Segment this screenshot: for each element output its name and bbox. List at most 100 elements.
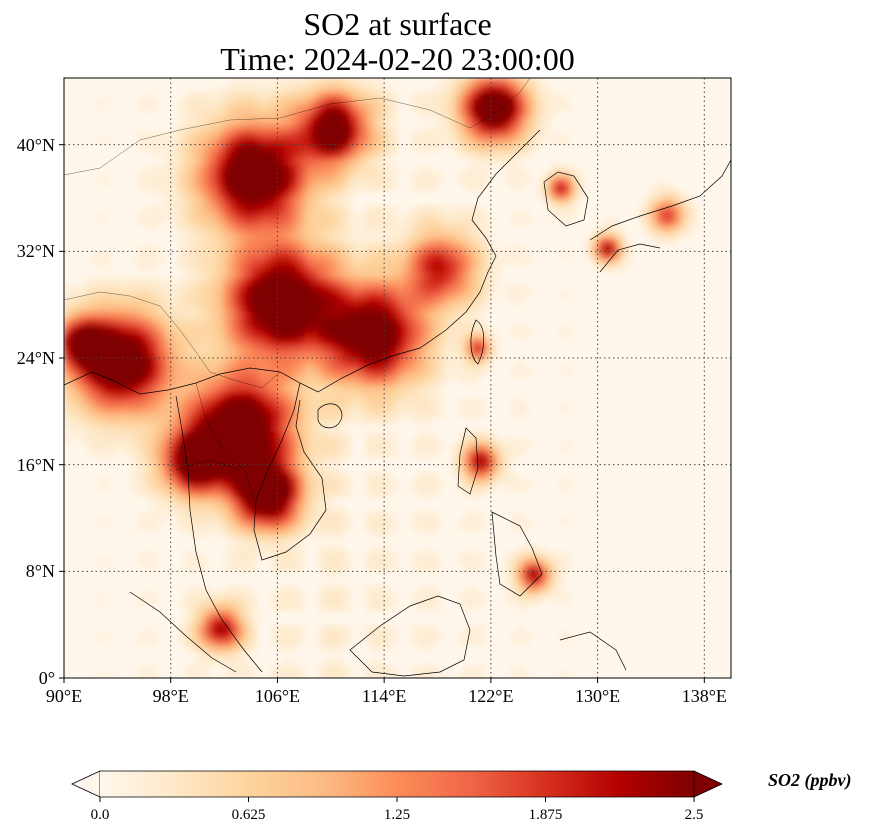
so2-cell bbox=[357, 391, 365, 399]
so2-cell bbox=[164, 331, 172, 339]
so2-cell bbox=[497, 478, 505, 486]
so2-cell bbox=[224, 178, 232, 186]
so2-cell bbox=[410, 444, 419, 452]
so2-cell bbox=[644, 191, 652, 199]
so2-cell bbox=[157, 171, 165, 179]
so2-cell bbox=[304, 338, 312, 346]
so2-cell bbox=[364, 564, 372, 572]
so2-cell bbox=[651, 204, 659, 212]
so2-cell bbox=[197, 504, 205, 512]
so2-cell bbox=[257, 291, 265, 299]
so2-cell bbox=[464, 331, 472, 339]
so2-cell bbox=[190, 418, 198, 426]
title-line-2: Time: 2024-02-20 23:00:00 bbox=[220, 41, 575, 77]
so2-cell bbox=[390, 418, 399, 426]
so2-cell bbox=[104, 251, 112, 259]
so2-cell bbox=[417, 391, 425, 399]
so2-cell bbox=[150, 98, 158, 106]
so2-cell bbox=[230, 304, 239, 312]
so2-cell bbox=[184, 424, 192, 432]
so2-cell bbox=[204, 611, 212, 619]
so2-cell bbox=[237, 351, 245, 359]
so2-cell bbox=[544, 558, 552, 566]
lat-tick-label: 32°N bbox=[16, 241, 55, 262]
so2-cell bbox=[264, 278, 272, 286]
so2-cell bbox=[304, 244, 312, 252]
so2-cell bbox=[410, 451, 419, 459]
so2-cell bbox=[217, 291, 225, 299]
so2-cell bbox=[357, 324, 365, 332]
so2-cell bbox=[377, 624, 385, 632]
so2-cell bbox=[244, 291, 252, 299]
so2-cell bbox=[204, 624, 212, 632]
so2-cell bbox=[477, 638, 485, 646]
so2-cell bbox=[270, 84, 279, 92]
so2-cell bbox=[197, 371, 205, 379]
so2-cell bbox=[530, 118, 539, 126]
so2-cell bbox=[244, 498, 252, 506]
so2-cell bbox=[104, 444, 112, 452]
so2-cell bbox=[277, 104, 285, 112]
so2-cell bbox=[424, 584, 432, 592]
so2-cell bbox=[277, 491, 285, 499]
so2-cell bbox=[617, 264, 625, 272]
so2-cell bbox=[384, 204, 392, 212]
so2-cell bbox=[337, 511, 345, 519]
so2-cell bbox=[144, 204, 152, 212]
so2-cell bbox=[270, 538, 279, 546]
so2-cell bbox=[470, 131, 479, 139]
so2-cell bbox=[457, 404, 465, 412]
so2-cell bbox=[124, 351, 132, 359]
so2-cell bbox=[397, 238, 405, 246]
so2-cell bbox=[330, 564, 339, 572]
so2-cell bbox=[284, 318, 292, 326]
so2-cell bbox=[457, 291, 465, 299]
so2-cell bbox=[424, 531, 432, 539]
so2-cell bbox=[377, 484, 385, 492]
so2-cell bbox=[317, 464, 325, 472]
so2-cell bbox=[270, 438, 279, 446]
so2-cell bbox=[157, 431, 165, 439]
so2-cell bbox=[197, 498, 205, 506]
so2-cell bbox=[290, 138, 299, 146]
so2-cell bbox=[190, 371, 198, 379]
so2-cell bbox=[237, 304, 245, 312]
so2-cell bbox=[370, 344, 379, 352]
so2-cell bbox=[317, 311, 325, 319]
so2-cell bbox=[204, 471, 212, 479]
so2-cell bbox=[677, 191, 685, 199]
so2-cell bbox=[204, 158, 212, 166]
so2-cell bbox=[210, 418, 218, 426]
so2-cell bbox=[317, 184, 325, 192]
so2-cell bbox=[124, 391, 132, 399]
so2-cell bbox=[417, 404, 425, 412]
so2-cell bbox=[330, 478, 339, 486]
so2-cell bbox=[224, 584, 232, 592]
so2-cell bbox=[170, 211, 178, 219]
so2-cell bbox=[257, 331, 265, 339]
so2-cell bbox=[337, 591, 345, 599]
so2-cell bbox=[577, 184, 585, 192]
so2-cell bbox=[464, 411, 472, 419]
so2-cell bbox=[437, 364, 445, 372]
so2-cell bbox=[270, 138, 279, 146]
so2-cell bbox=[390, 591, 399, 599]
so2-cell bbox=[477, 564, 485, 572]
so2-cell bbox=[384, 471, 392, 479]
so2-cell bbox=[290, 438, 299, 446]
so2-cell bbox=[330, 424, 339, 432]
so2-cell bbox=[197, 318, 205, 326]
so2-cell bbox=[424, 171, 432, 179]
so2-cell bbox=[450, 291, 459, 299]
so2-cell bbox=[377, 244, 385, 252]
so2-cell bbox=[390, 391, 399, 399]
so2-cell bbox=[671, 238, 679, 246]
so2-cell bbox=[484, 164, 492, 172]
so2-cell bbox=[337, 518, 345, 526]
so2-cell bbox=[377, 251, 385, 259]
so2-cell bbox=[370, 378, 379, 386]
so2-cell bbox=[77, 384, 85, 392]
so2-cell bbox=[150, 178, 158, 186]
so2-cell bbox=[470, 598, 479, 606]
so2-cell bbox=[230, 458, 239, 466]
